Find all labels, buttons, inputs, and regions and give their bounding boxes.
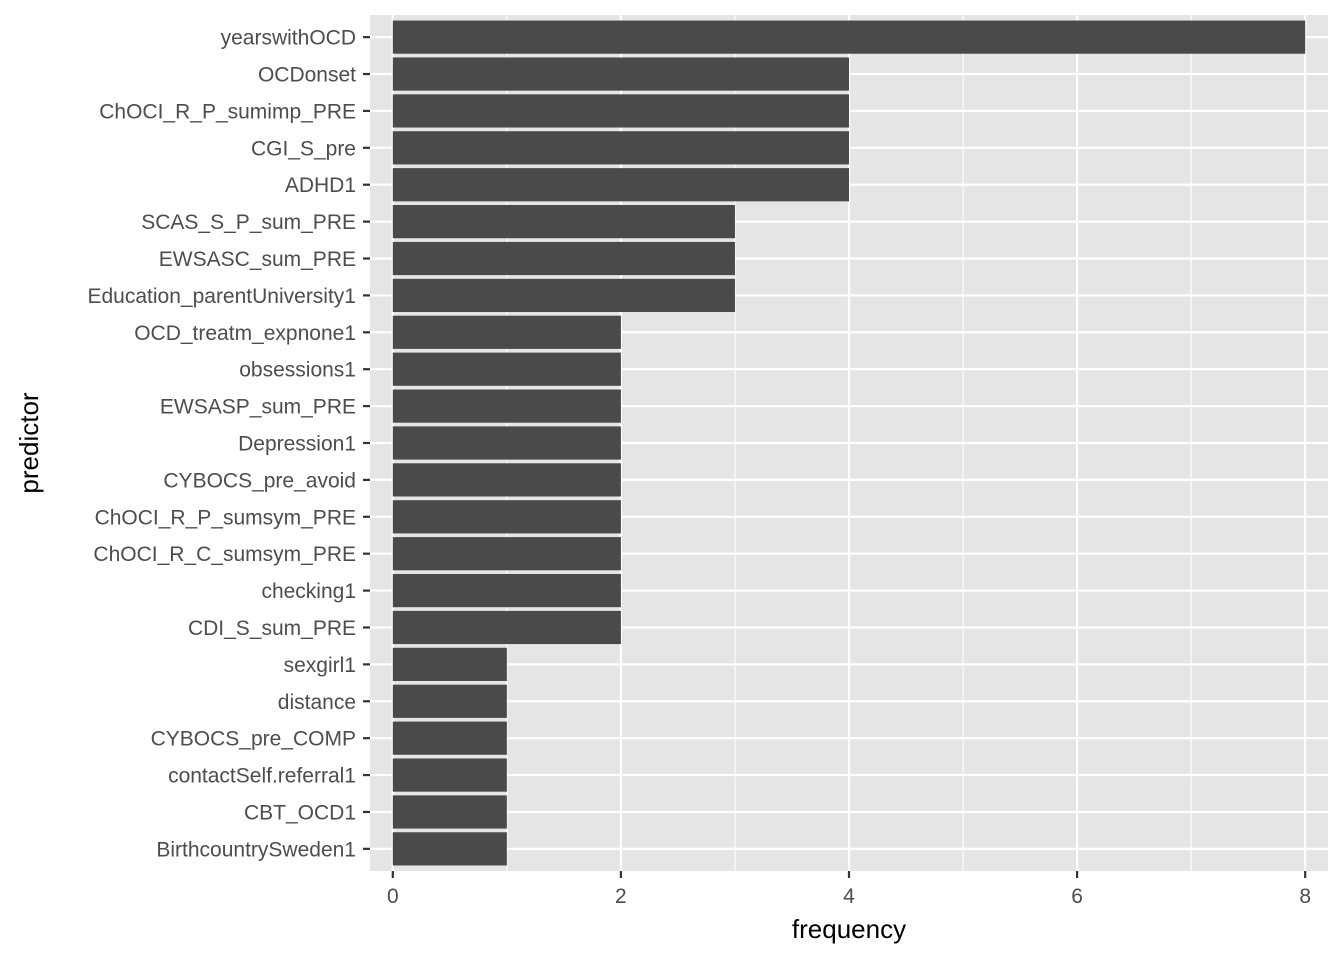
y-tick-label: OCD_treatm_expnone1 [134,322,356,345]
y-tick-label: CBT_OCD1 [244,801,356,824]
bar [392,795,507,829]
y-tick-label: yearswithOCD [221,27,356,50]
y-tick-label: Depression1 [238,433,356,456]
y-tick-label: EWSASC_sum_PRE [159,248,356,271]
x-tick-label: 2 [615,885,627,908]
y-tick-label: ChOCI_R_P_sumsym_PRE [95,506,356,529]
bar [392,389,621,423]
bar [392,463,621,497]
bar [392,57,849,91]
y-tick-label: checking1 [261,580,356,603]
y-tick-label: CGI_S_pre [251,137,356,160]
bar [392,352,621,386]
y-tick-label: EWSASP_sum_PRE [160,396,356,419]
bar [392,500,621,534]
x-tick-label: 6 [1071,885,1083,908]
bar [392,94,849,128]
y-tick-label: BirthcountrySweden1 [156,838,356,861]
x-tick-label: 8 [1299,885,1311,908]
bar [392,131,849,165]
y-tick-label: contactSelf.referral1 [168,765,356,788]
bar [392,684,507,718]
y-axis: yearswithOCD OCDonset ChOCI_R_P_sumimp_PRE… [88,27,370,861]
bar [392,315,621,349]
y-tick-label: CYBOCS_pre_COMP [151,728,356,751]
y-tick-label: OCDonset [258,64,356,87]
x-tick-label: 0 [387,885,399,908]
x-tick-label: 4 [843,885,855,908]
y-tick-label: CYBOCS_pre_avoid [163,469,356,492]
y-tick-label: ChOCI_R_P_sumimp_PRE [99,100,356,123]
y-tick-label: CDI_S_sum_PRE [188,617,356,640]
bar [392,20,1306,54]
bar [392,241,735,276]
bar [392,647,507,681]
y-tick-label: distance [278,691,356,714]
bar [392,721,507,755]
y-tick-label: sexgirl1 [284,654,356,677]
x-axis-title: frequency [792,914,906,944]
y-tick-label: ADHD1 [285,174,356,197]
y-tick-label: ChOCI_R_C_sumsym_PRE [93,543,356,566]
y-tick-label: obsessions1 [239,359,356,382]
bar [392,758,507,792]
bar [392,832,507,866]
bars [392,20,1306,866]
bar [392,573,621,608]
y-tick-label: SCAS_S_P_sum_PRE [141,211,356,234]
x-axis: 0 2 4 6 8 [387,871,1311,908]
bar [392,278,735,313]
y-tick-label: Education_parentUniversity1 [88,285,357,308]
bar [392,205,735,239]
bar [392,610,621,645]
bar [392,537,621,571]
bar [392,168,849,202]
bar [392,426,621,460]
y-axis-title: predictor [14,392,44,493]
